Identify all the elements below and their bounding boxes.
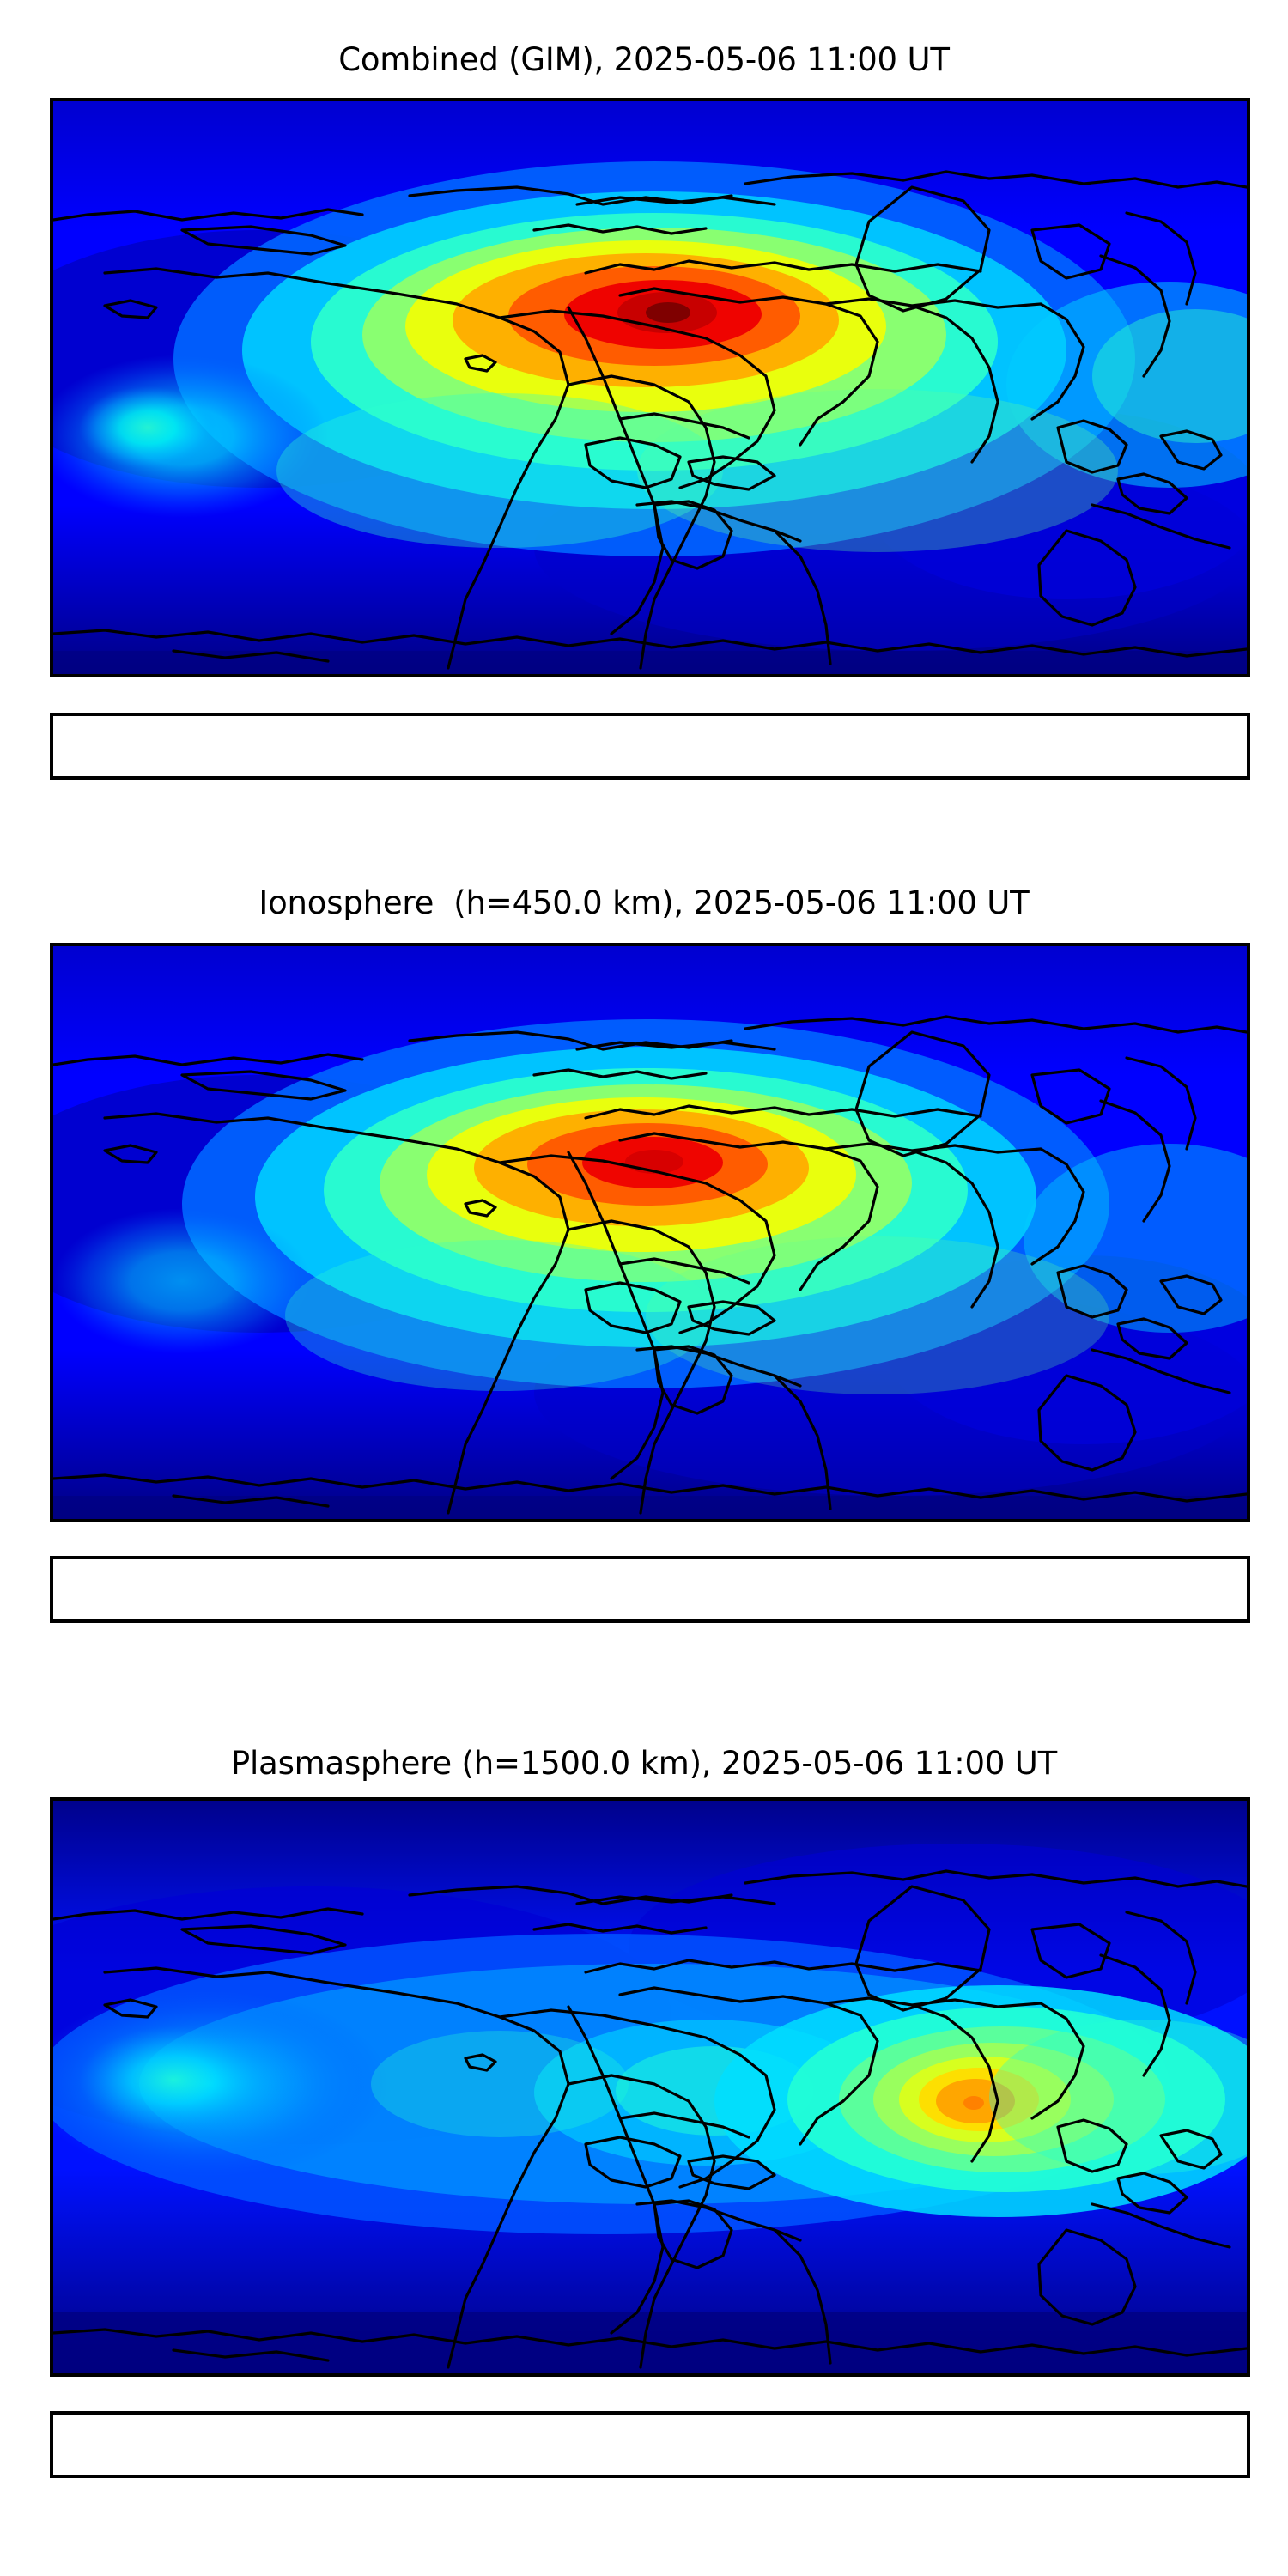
map-plasmasphere (50, 1797, 1250, 2377)
panel-title-combined: Combined (GIM), 2025-05-06 11:00 UT (338, 41, 950, 78)
tec-field-plasmasphere (53, 1801, 1247, 2373)
colorbar-ionosphere-gradient (50, 1556, 1250, 1623)
colorbar-combined (50, 713, 1250, 840)
colorbar-ionosphere-labels (50, 1642, 1250, 1683)
colorbar-combined-gradient (50, 713, 1250, 780)
tec-field-ionosphere (53, 946, 1247, 1519)
map-combined (50, 98, 1250, 677)
tec-field-combined (53, 101, 1247, 674)
map-canvas-ionosphere (53, 946, 1247, 1519)
colorbar-ionosphere (50, 1556, 1250, 1683)
coastlines-plasmasphere (53, 1869, 1247, 2369)
colorbar-plasmasphere-gradient (50, 2411, 1250, 2478)
colorbar-combined-ticks (50, 780, 1250, 799)
colorbar-ionosphere-ticks (50, 1623, 1250, 1642)
map-canvas-plasmasphere (53, 1801, 1247, 2373)
panel-title-plasmasphere: Plasmasphere (h=1500.0 km), 2025-05-06 1… (230, 1745, 1058, 1782)
coastlines-combined (53, 170, 1247, 670)
map-ionosphere (50, 943, 1250, 1522)
panel-title-ionosphere: Ionosphere (h=450.0 km), 2025-05-06 11:0… (258, 884, 1030, 921)
coastlines-ionosphere (53, 1015, 1247, 1515)
colorbar-combined-labels (50, 799, 1250, 840)
panel-combined: Combined (GIM), 2025-05-06 11:00 UT (0, 0, 1288, 841)
colorbar-plasmasphere (50, 2411, 1250, 2538)
panel-ionosphere: Ionosphere (h=450.0 km), 2025-05-06 11:0… (0, 841, 1288, 1700)
map-canvas-combined (53, 101, 1247, 674)
colorbar-plasmasphere-labels (50, 2497, 1250, 2538)
panel-plasmasphere: Plasmasphere (h=1500.0 km), 2025-05-06 1… (0, 1700, 1288, 2576)
colorbar-plasmasphere-ticks (50, 2478, 1250, 2497)
